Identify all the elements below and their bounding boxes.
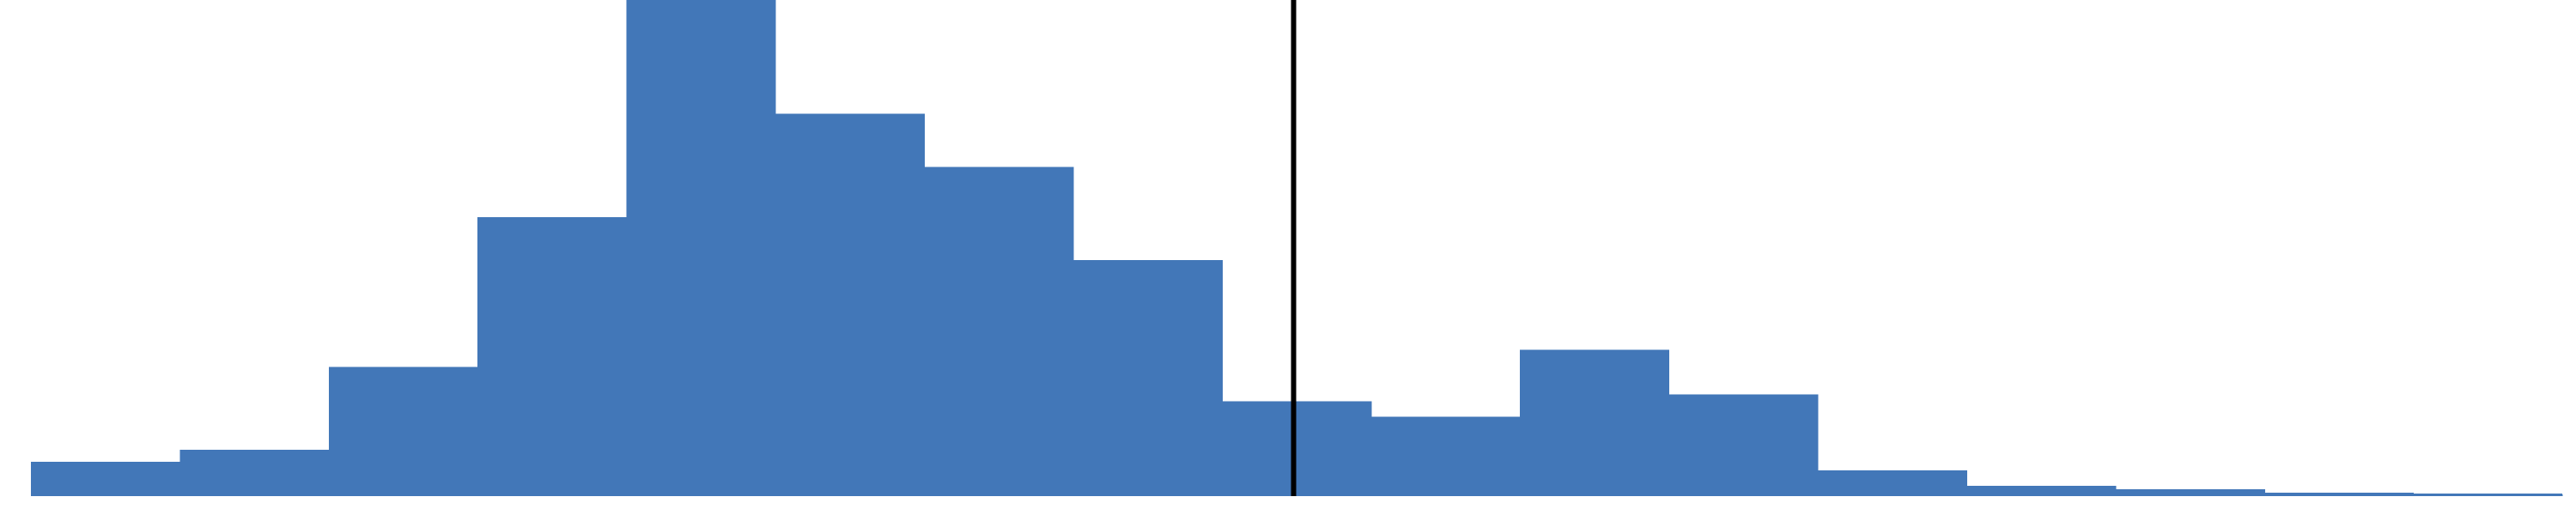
histogram-bar-3 bbox=[328, 367, 478, 496]
histogram-bar-10 bbox=[1370, 416, 1521, 496]
histogram-bar-5 bbox=[626, 0, 776, 496]
histogram-bar-15 bbox=[2115, 488, 2265, 496]
histogram-bar-2 bbox=[179, 449, 330, 496]
reference-line-group bbox=[1291, 0, 1297, 496]
histogram-bar-1 bbox=[31, 461, 181, 496]
histogram-bar-14 bbox=[1966, 485, 2117, 496]
reference-line bbox=[1291, 0, 1297, 496]
histogram-bar-8 bbox=[1072, 260, 1223, 496]
histogram-bar-9 bbox=[1222, 401, 1372, 496]
histogram-bars bbox=[31, 0, 2563, 497]
histogram-bar-11 bbox=[1520, 349, 1670, 496]
histogram-bar-7 bbox=[924, 167, 1074, 497]
histogram-baseline bbox=[31, 494, 2562, 496]
histogram-bar-13 bbox=[1817, 470, 1967, 496]
histogram-bar-12 bbox=[1668, 394, 1819, 496]
histogram-bar-6 bbox=[775, 113, 926, 496]
histogram-bar-4 bbox=[477, 216, 628, 497]
